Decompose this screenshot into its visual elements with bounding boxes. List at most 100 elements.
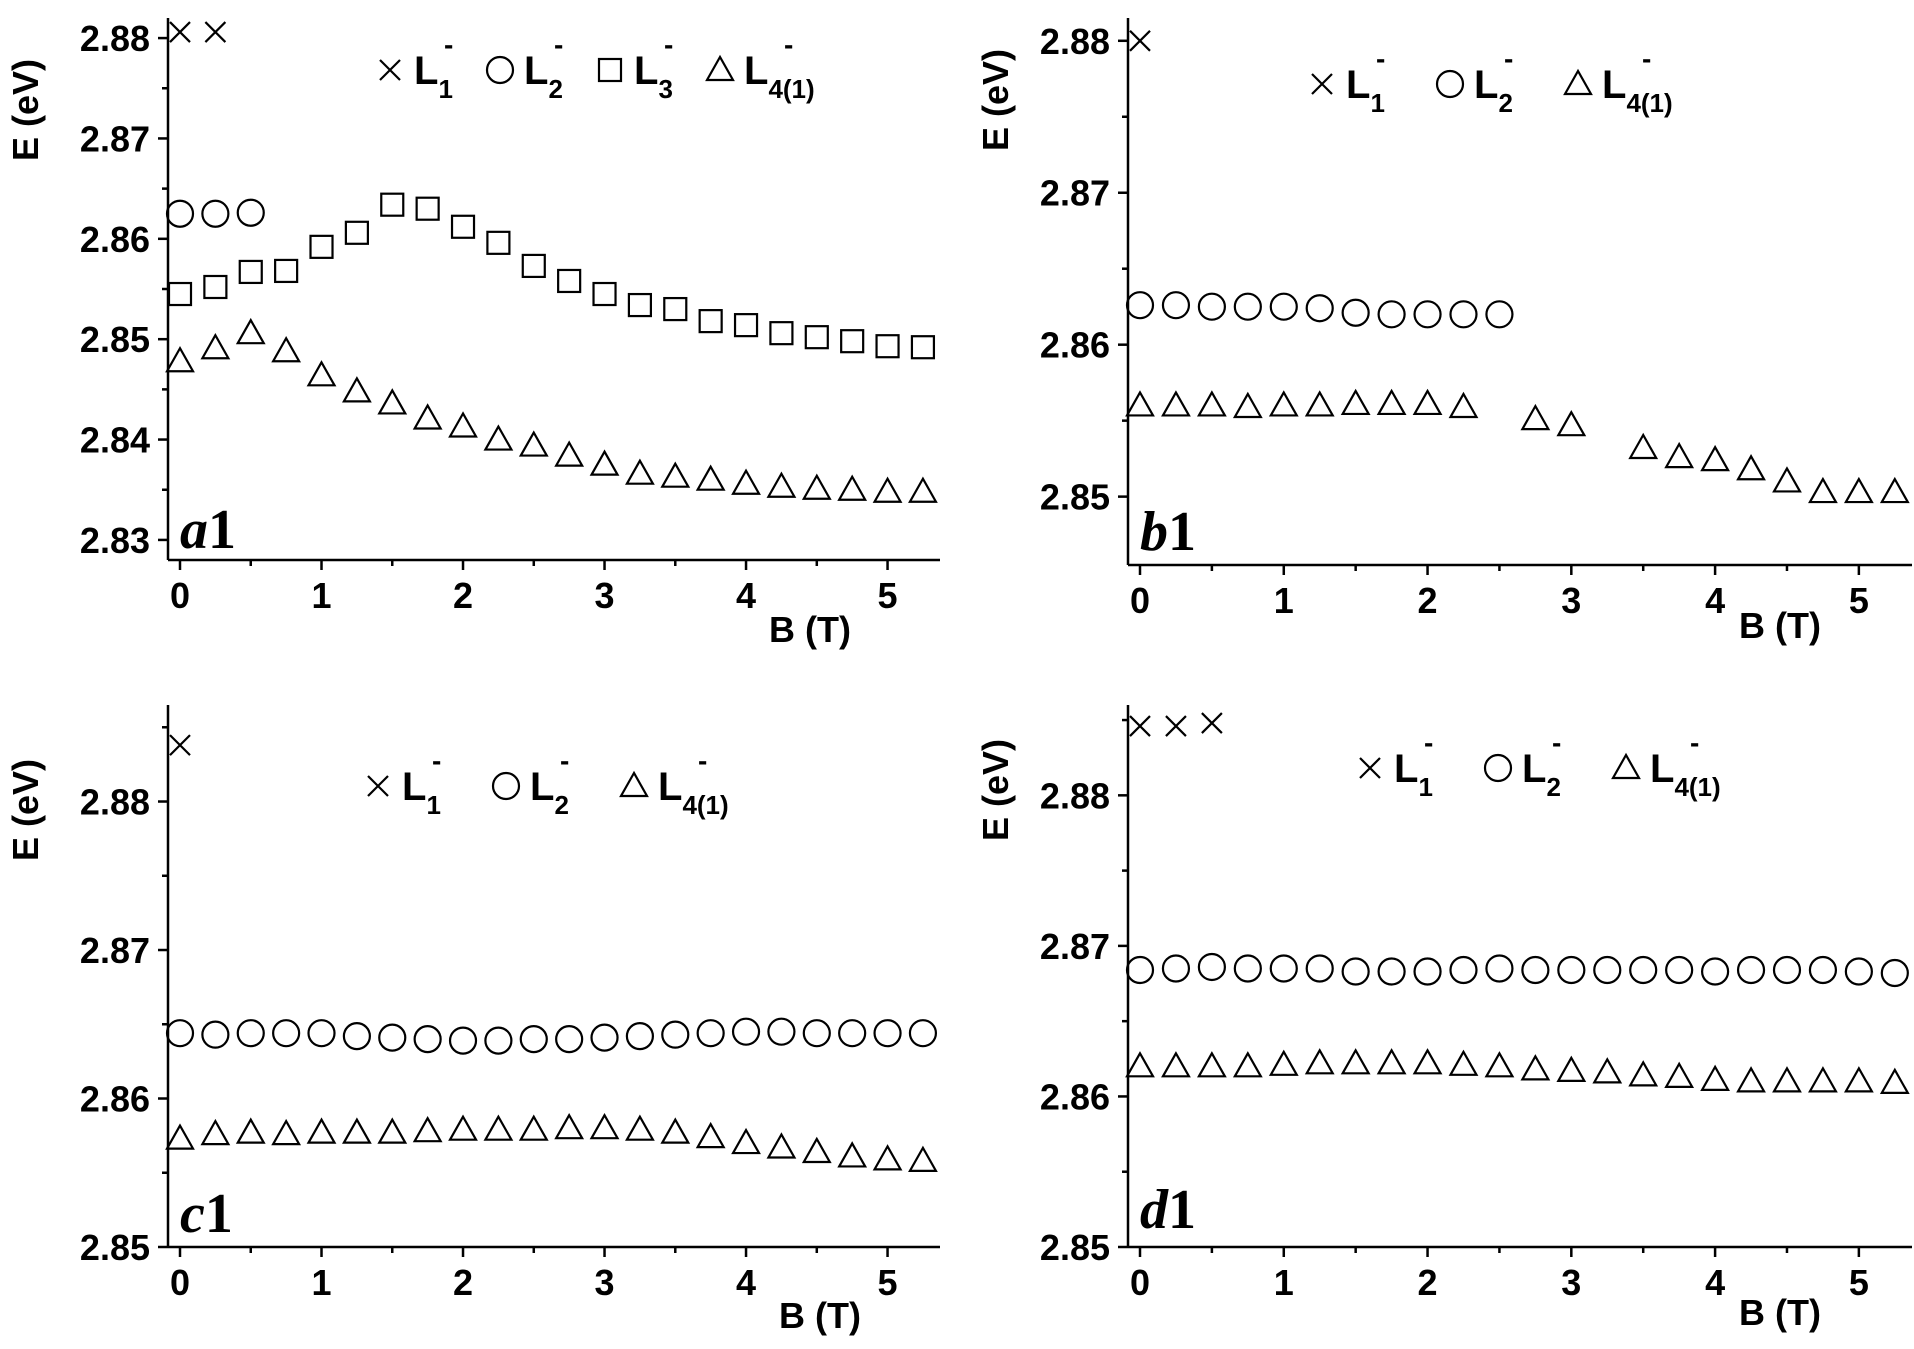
y-tick-label: 2.86 (1040, 325, 1110, 366)
data-point (342, 1117, 372, 1144)
data-point (342, 376, 372, 403)
data-point (1129, 30, 1151, 52)
series-circle (165, 1017, 938, 1055)
data-point (1377, 300, 1406, 329)
data-point (203, 274, 228, 300)
data-point (272, 1019, 301, 1048)
y-tick-label: 2.87 (80, 930, 150, 971)
data-point (1700, 957, 1730, 986)
data-point (1268, 390, 1299, 417)
data-point (200, 332, 231, 360)
legend-entry: L1 (1394, 747, 1433, 802)
data-point (448, 1114, 478, 1141)
data-point (589, 1112, 620, 1140)
legend-marker-x (379, 59, 401, 81)
data-point (519, 1025, 548, 1054)
data-point (1161, 1051, 1191, 1078)
data-point (1772, 466, 1802, 493)
data-point (1629, 955, 1658, 985)
legend-marker-x (367, 775, 389, 797)
series-triangle (1125, 1048, 1910, 1094)
data-point (521, 253, 546, 279)
legend-entry-superscript: - (1424, 727, 1433, 758)
legend-marker-triangle (705, 54, 735, 82)
data-point (1341, 957, 1370, 986)
x-tick-label: 0 (170, 1262, 190, 1303)
x-tick-label: 1 (311, 575, 331, 616)
data-point (165, 1123, 195, 1150)
data-point (872, 1144, 903, 1171)
panel-tag: d1 (1140, 1179, 1196, 1241)
data-point (306, 360, 337, 387)
x-tick-label: 1 (1274, 1262, 1294, 1303)
legend-marker-triangle (1611, 752, 1641, 780)
legend-entry-superscript: - (560, 745, 569, 776)
data-point (875, 334, 900, 359)
data-point (484, 1026, 513, 1055)
x-tick-label: 4 (1705, 580, 1725, 621)
data-point (873, 1019, 902, 1048)
data-point (165, 199, 195, 228)
data-point (1843, 476, 1874, 504)
data-point (415, 196, 440, 221)
data-point (1592, 1057, 1623, 1084)
data-point (1665, 955, 1694, 985)
series-x (169, 21, 227, 43)
data-point (448, 1026, 478, 1055)
data-point (804, 325, 829, 350)
legend-entry: L4(1) (1602, 63, 1673, 118)
legend-marker-triangle (1563, 68, 1593, 96)
data-point (663, 296, 688, 322)
x-tick-label: 5 (1849, 580, 1869, 621)
data-point (910, 335, 936, 360)
data-point (840, 329, 865, 354)
x-axis-label: B (T) (769, 609, 851, 650)
data-point (661, 1020, 690, 1049)
data-point (1232, 1051, 1263, 1078)
series-x (1129, 30, 1151, 52)
data-point (1736, 454, 1766, 481)
legend-entry-superscript: - (432, 745, 441, 776)
data-point (412, 1115, 443, 1143)
data-point (592, 281, 617, 307)
y-tick-label: 2.88 (80, 18, 150, 59)
series-x (169, 734, 191, 756)
y-axis-label: E (eV) (975, 739, 1016, 841)
legend: L1-L2-L4(1)- (367, 745, 729, 820)
series-triangle (1125, 388, 1910, 504)
x-tick-label: 4 (1705, 1262, 1725, 1303)
y-tick-label: 2.87 (1040, 926, 1110, 967)
data-point (1161, 954, 1191, 983)
data-point (165, 1019, 195, 1048)
data-point (1844, 957, 1873, 986)
data-point (1808, 1066, 1838, 1093)
data-point (1197, 952, 1226, 982)
data-point (731, 468, 761, 495)
data-point (1129, 715, 1151, 737)
chart-panel-d1: 0 1 2 3 4 52.852.862.872.88B (T)E (eV)d1L1-L2… (975, 705, 1912, 1333)
data-point (1879, 476, 1910, 504)
data-point (1161, 291, 1191, 320)
data-point (1664, 1061, 1695, 1088)
data-point (1340, 1048, 1371, 1075)
data-point (1413, 957, 1442, 986)
data-point (801, 473, 832, 500)
legend-entry: L1 (402, 765, 441, 820)
legend-marker-x (1311, 73, 1333, 95)
x-tick-label: 1 (311, 1262, 331, 1303)
y-axis-label: E (eV) (975, 49, 1016, 151)
data-point (1593, 955, 1622, 985)
data-point (696, 1019, 725, 1048)
data-point (1232, 391, 1263, 419)
x-tick-label: 3 (595, 575, 615, 616)
data-point (1165, 715, 1187, 737)
data-point (695, 1121, 726, 1149)
x-tick-label: 5 (878, 1262, 898, 1303)
data-point (801, 1136, 832, 1164)
data-point (165, 346, 195, 373)
data-point (483, 424, 514, 451)
legend-marker-circle (485, 55, 515, 85)
data-point (486, 230, 511, 255)
data-point (1233, 954, 1262, 983)
legend-entry-superscript: - (444, 29, 453, 60)
